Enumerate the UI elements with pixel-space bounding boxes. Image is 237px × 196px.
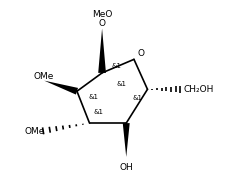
Text: OMe: OMe [25, 127, 45, 136]
Text: OMe: OMe [33, 72, 54, 81]
Text: &1: &1 [133, 95, 143, 101]
Polygon shape [123, 123, 130, 157]
Text: CH₂OH: CH₂OH [183, 85, 214, 94]
Polygon shape [44, 81, 78, 94]
Text: &1: &1 [112, 63, 122, 69]
Text: &1: &1 [93, 110, 103, 115]
Text: O: O [99, 19, 105, 27]
Text: OH: OH [119, 163, 133, 172]
Text: &1: &1 [89, 94, 99, 100]
Text: O: O [137, 49, 144, 58]
Polygon shape [98, 28, 106, 73]
Text: MeO: MeO [92, 10, 112, 19]
Text: &1: &1 [116, 81, 126, 87]
